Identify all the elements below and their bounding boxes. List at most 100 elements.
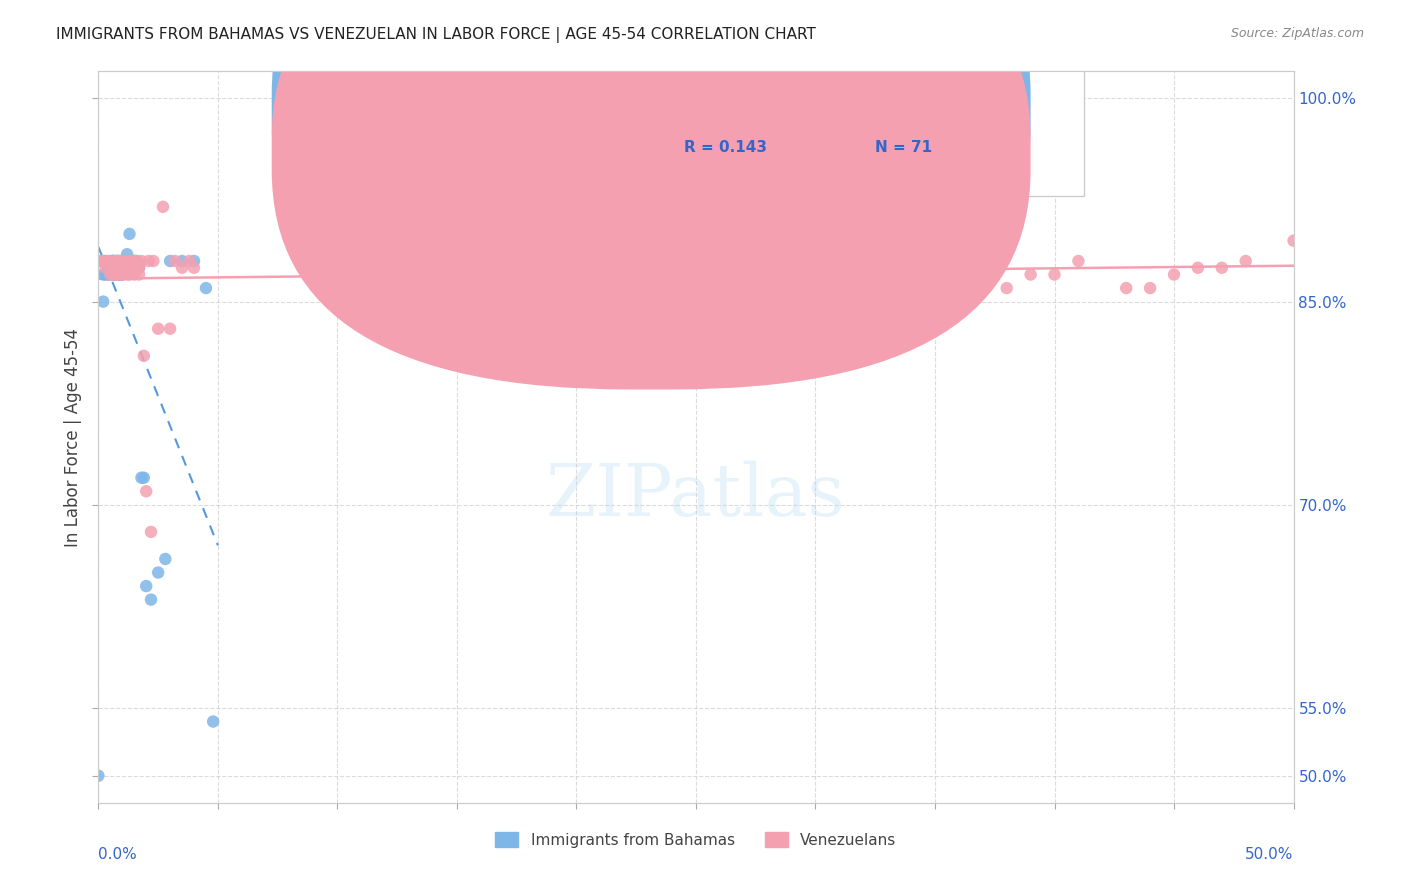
Point [98,260,122,275]
Point [613,254,636,268]
Point [114,254,136,268]
FancyBboxPatch shape [606,64,1084,195]
Point [125,254,148,268]
Point [159,254,181,268]
Text: Source: ZipAtlas.com: Source: ZipAtlas.com [1230,27,1364,40]
Point [1115,281,1137,295]
Point [108,268,131,282]
Point [107,268,129,282]
Point [124,254,146,268]
Point [1163,268,1185,282]
Point [101,254,124,268]
Point [104,260,127,275]
Point [207,822,229,837]
Point [139,592,162,607]
Point [1234,254,1257,268]
Point [108,254,131,268]
Point [733,268,755,282]
Point [995,281,1018,295]
Point [131,471,153,485]
Point [107,260,129,275]
Point [124,254,146,268]
Point [124,268,146,282]
Point [101,254,124,268]
Point [135,484,157,499]
Point [125,254,148,268]
Point [924,268,946,282]
Point [115,254,138,268]
Point [195,281,218,295]
Text: R = 0.148: R = 0.148 [685,96,768,111]
Point [128,260,150,275]
Point [111,254,134,268]
Point [107,254,129,268]
Point [131,254,153,268]
Point [87,769,110,783]
FancyBboxPatch shape [271,0,1031,390]
Text: N = 52: N = 52 [876,96,932,111]
Point [101,268,124,282]
Point [1043,268,1066,282]
Point [94,260,117,275]
Point [111,268,134,282]
Point [104,268,127,282]
Point [101,254,124,268]
Point [1282,234,1305,248]
Point [124,254,146,268]
Point [111,268,134,282]
Point [948,260,970,275]
Point [94,268,117,282]
Point [121,254,143,268]
Point [541,268,564,282]
Point [107,254,129,268]
Point [114,254,136,268]
Point [1139,281,1161,295]
Point [108,254,131,268]
Point [97,260,120,275]
Point [111,268,134,282]
Point [107,260,129,275]
Point [101,268,124,282]
Point [172,254,194,268]
Point [91,268,114,282]
Point [98,254,122,268]
Text: R = 0.143: R = 0.143 [685,140,768,155]
Point [128,260,150,275]
Point [118,227,141,241]
Point [107,254,129,268]
Point [852,260,875,275]
Text: IMMIGRANTS FROM BAHAMAS VS VENEZUELAN IN LABOR FORCE | AGE 45-54 CORRELATION CHA: IMMIGRANTS FROM BAHAMAS VS VENEZUELAN IN… [56,27,815,43]
Point [108,268,131,282]
Point [104,254,127,268]
Point [97,268,120,282]
Point [121,260,143,275]
Point [94,254,117,268]
Point [111,260,134,275]
Point [159,322,181,336]
Point [202,714,225,729]
Point [104,268,127,282]
Point [104,254,127,268]
Point [1067,254,1090,268]
Point [661,200,683,214]
Point [98,268,122,282]
Point [183,260,205,275]
Point [142,254,165,268]
Point [135,579,157,593]
Point [115,254,138,268]
Point [101,254,124,268]
Point [155,552,177,566]
Point [132,349,155,363]
Point [97,254,120,268]
Point [179,254,201,268]
Text: N = 71: N = 71 [876,140,932,155]
Point [90,254,112,268]
Point [108,260,131,275]
Point [114,260,136,275]
Point [111,254,134,268]
Point [118,254,141,268]
Point [104,260,127,275]
Point [972,254,994,268]
Point [780,254,803,268]
Point [118,254,141,268]
